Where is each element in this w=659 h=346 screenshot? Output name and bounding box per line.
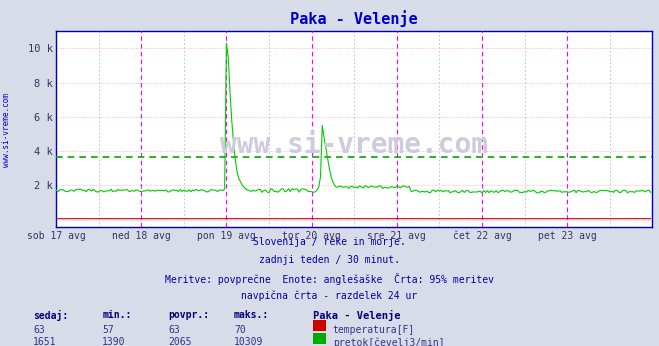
Text: Slovenija / reke in morje.: Slovenija / reke in morje. bbox=[253, 237, 406, 247]
Title: Paka - Velenje: Paka - Velenje bbox=[291, 10, 418, 27]
Text: 63: 63 bbox=[168, 325, 180, 335]
Text: min.:: min.: bbox=[102, 310, 132, 320]
Text: 70: 70 bbox=[234, 325, 246, 335]
Text: 1651: 1651 bbox=[33, 337, 57, 346]
Text: www.si-vreme.com: www.si-vreme.com bbox=[220, 130, 488, 158]
Text: Meritve: povprečne  Enote: anglešaške  Črta: 95% meritev: Meritve: povprečne Enote: anglešaške Črt… bbox=[165, 273, 494, 285]
Text: 57: 57 bbox=[102, 325, 114, 335]
Text: navpična črta - razdelek 24 ur: navpična črta - razdelek 24 ur bbox=[241, 291, 418, 301]
Text: zadnji teden / 30 minut.: zadnji teden / 30 minut. bbox=[259, 255, 400, 265]
Text: 2065: 2065 bbox=[168, 337, 192, 346]
Text: povpr.:: povpr.: bbox=[168, 310, 209, 320]
Text: 10309: 10309 bbox=[234, 337, 264, 346]
Text: maks.:: maks.: bbox=[234, 310, 269, 320]
Text: 1390: 1390 bbox=[102, 337, 126, 346]
Text: pretok[čevelj3/min]: pretok[čevelj3/min] bbox=[333, 337, 444, 346]
Text: 63: 63 bbox=[33, 325, 45, 335]
Text: Paka - Velenje: Paka - Velenje bbox=[313, 310, 401, 321]
Text: www.si-vreme.com: www.si-vreme.com bbox=[2, 93, 11, 167]
Text: temperatura[F]: temperatura[F] bbox=[333, 325, 415, 335]
Text: sedaj:: sedaj: bbox=[33, 310, 68, 321]
